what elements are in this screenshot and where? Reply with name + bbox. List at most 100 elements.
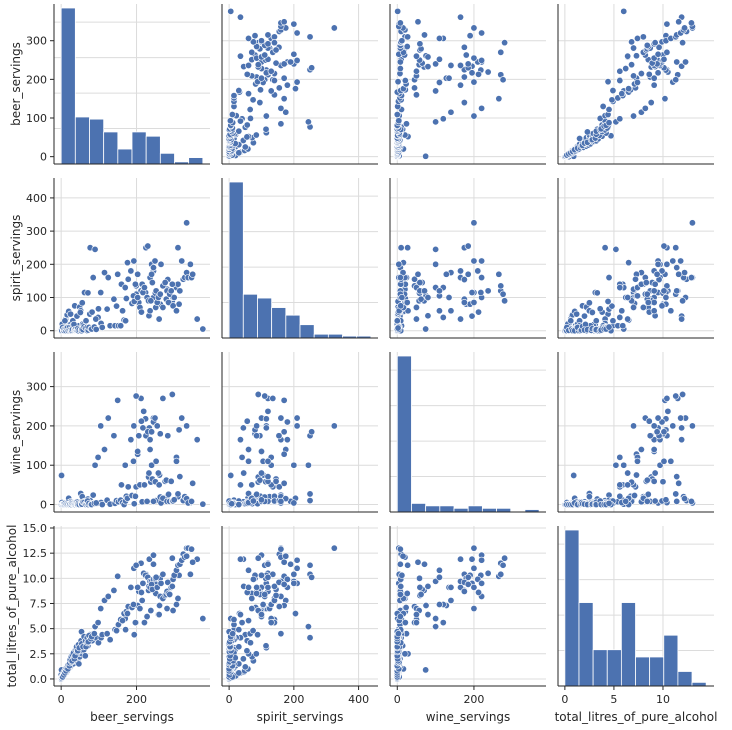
- scatter-point: [245, 61, 253, 69]
- scatter-point: [130, 600, 138, 608]
- scatter-point: [270, 33, 278, 41]
- scatter-point: [499, 561, 507, 569]
- scatter-point: [663, 20, 671, 28]
- scatter-point: [609, 87, 617, 95]
- scatter-point: [290, 499, 298, 507]
- scatter-point: [688, 219, 696, 227]
- scatter-point: [632, 52, 640, 60]
- scatter-point: [624, 294, 632, 302]
- scatter-point: [178, 414, 186, 422]
- scatter-point: [604, 297, 612, 305]
- scatter-point: [412, 67, 420, 75]
- scatter-point: [103, 630, 111, 638]
- scatter-point: [249, 96, 257, 104]
- scatter-point: [164, 432, 172, 440]
- scatter-point: [654, 69, 662, 77]
- scatter-point: [272, 46, 280, 54]
- scatter-point: [308, 64, 316, 72]
- scatter-point: [98, 323, 106, 331]
- scatter-point: [394, 324, 402, 332]
- scatter-point: [672, 392, 680, 400]
- scatter-point: [257, 571, 265, 579]
- histogram-bar-total_litres_of_pure_alcohol: [620, 602, 636, 687]
- scatter-point: [277, 545, 285, 553]
- scatter-point: [416, 583, 424, 591]
- scatter-point: [121, 284, 129, 292]
- scatter-point: [396, 613, 404, 621]
- scatter-point: [447, 583, 455, 591]
- scatter-point: [148, 428, 156, 436]
- scatter-point: [149, 560, 157, 568]
- scatter-point: [484, 287, 492, 295]
- scatter-point: [678, 424, 686, 432]
- scatter-point: [478, 257, 486, 265]
- scatter-point: [616, 115, 624, 123]
- scatter-point: [677, 257, 685, 265]
- histogram-bar-total_litres_of_pure_alcohol: [592, 649, 608, 687]
- scatter-point: [110, 295, 118, 303]
- y-axis-label: total_litres_of_pure_alcohol: [5, 525, 19, 688]
- y-tick-label: 100: [26, 292, 47, 305]
- scatter-point: [439, 115, 447, 123]
- scatter-point: [104, 414, 112, 422]
- scatter-point: [92, 499, 100, 507]
- scatter-point: [94, 619, 102, 627]
- scatter-point: [624, 315, 632, 323]
- scatter-point: [114, 270, 122, 278]
- scatter-point: [227, 471, 235, 479]
- scatter-point: [245, 445, 253, 453]
- scatter-point: [475, 70, 483, 78]
- scatter-point: [647, 99, 655, 107]
- scatter-point: [394, 78, 402, 86]
- scatter-point: [97, 422, 105, 430]
- scatter-point: [148, 461, 156, 469]
- scatter-point: [650, 307, 658, 315]
- y-tick-label: 200: [26, 73, 47, 86]
- scatter-point: [585, 493, 593, 501]
- scatter-point: [175, 300, 183, 308]
- scatter-point: [92, 315, 100, 323]
- scatter-point: [330, 422, 338, 430]
- scatter-point: [624, 469, 632, 477]
- scatter-point: [651, 469, 659, 477]
- scatter-point: [654, 50, 662, 58]
- scatter-point: [257, 611, 265, 619]
- scatter-point: [282, 552, 290, 560]
- scatter-point: [457, 315, 465, 323]
- scatter-point: [397, 302, 405, 310]
- scatter-point: [257, 496, 265, 504]
- scatter-point: [664, 407, 672, 415]
- scatter-point: [460, 298, 468, 306]
- scatter-point: [235, 127, 243, 135]
- histogram-bar-beer_servings: [60, 7, 76, 165]
- histogram-bar-spirit_servings: [313, 333, 329, 339]
- scatter-point: [612, 461, 620, 469]
- scatter-point: [658, 267, 666, 275]
- scatter-point: [660, 287, 668, 295]
- x-tick-label: 5: [610, 693, 617, 706]
- scatter-point: [280, 74, 288, 82]
- scatter-point: [100, 269, 108, 277]
- y-tick-label: 100: [26, 112, 47, 125]
- scatter-point: [89, 491, 97, 499]
- scatter-point: [113, 302, 121, 310]
- histogram-bar-beer_servings: [159, 152, 175, 165]
- scatter-point: [612, 245, 620, 253]
- scatter-point: [127, 267, 135, 275]
- scatter-point: [155, 481, 163, 489]
- scatter-point: [243, 133, 251, 141]
- scatter-point: [650, 74, 658, 82]
- scatter-point: [157, 579, 165, 587]
- scatter-point: [183, 219, 191, 227]
- scatter-point: [254, 390, 262, 398]
- scatter-point: [495, 95, 503, 103]
- scatter-point: [239, 655, 247, 663]
- scatter-point: [270, 77, 278, 85]
- scatter-point: [478, 29, 486, 37]
- scatter-point: [241, 663, 249, 671]
- scatter-point: [642, 279, 650, 287]
- scatter-point: [464, 580, 472, 588]
- scatter-point: [622, 65, 630, 73]
- scatter-point: [411, 275, 419, 283]
- scatter-point: [174, 244, 182, 252]
